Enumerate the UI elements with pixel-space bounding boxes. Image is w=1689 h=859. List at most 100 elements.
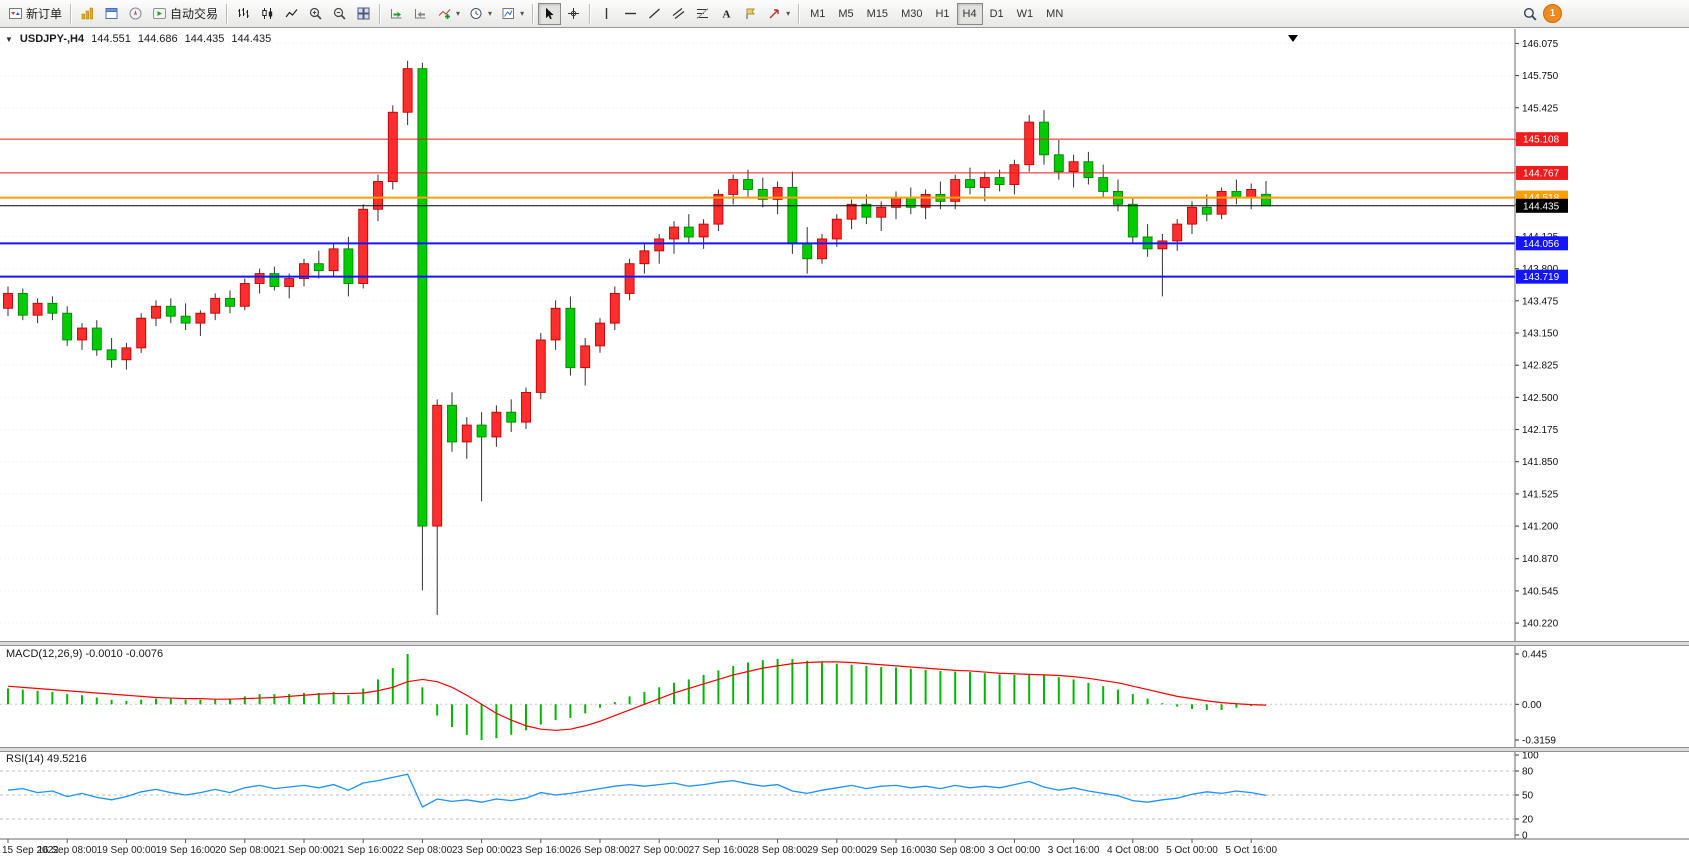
trendline-icon [649, 8, 661, 19]
svg-text:145.108: 145.108 [1523, 135, 1560, 146]
svg-text:16 Sep 08:00: 16 Sep 08:00 [37, 845, 97, 856]
timeframe-button-m5[interactable]: M5 [832, 3, 859, 25]
new-order-label: 新订单 [26, 7, 63, 21]
svg-text:27 Sep 00:00: 27 Sep 00:00 [629, 845, 689, 856]
chart-ohlc-label: ▼ USDJPY-,H4 144.551 144.686 144.435 144… [5, 33, 271, 45]
svg-text:144.056: 144.056 [1523, 239, 1560, 250]
timeframe-button-m15[interactable]: M15 [861, 3, 894, 25]
candlestick-chart-icon [262, 8, 273, 19]
vertical-line-button[interactable] [595, 3, 618, 25]
toolbar-separator [798, 3, 801, 24]
chart-shift-button[interactable] [409, 3, 432, 25]
timeframe-button-w1[interactable]: W1 [1011, 3, 1040, 25]
new-order-button[interactable]: 新订单 [4, 3, 66, 25]
tile-windows-icon [357, 7, 370, 20]
toolbar-separator [532, 3, 535, 24]
bar-chart-button[interactable] [232, 3, 255, 25]
svg-text:21 Sep 00:00: 21 Sep 00:00 [274, 845, 334, 856]
cursor-button[interactable] [538, 2, 562, 25]
arrow-tool-icon [769, 9, 779, 19]
svg-text:-0.3159: -0.3159 [1522, 736, 1556, 747]
svg-text:144.767: 144.767 [1523, 168, 1560, 179]
bar-chart-icon [238, 8, 250, 18]
fibonacci-button[interactable] [691, 3, 714, 25]
data-window-button[interactable] [100, 3, 123, 25]
svg-text:142.825: 142.825 [1522, 361, 1559, 372]
toolbar-separator [379, 3, 382, 24]
zoom-out-icon [333, 7, 346, 20]
arrows-button[interactable]: ▾ [763, 3, 794, 25]
svg-text:140.870: 140.870 [1522, 554, 1559, 565]
svg-text:23 Sep 00:00: 23 Sep 00:00 [452, 845, 512, 856]
template-icon [502, 8, 515, 19]
autotrading-button[interactable]: 自动交易 [148, 3, 222, 25]
toolbar-separator [226, 3, 229, 24]
clock-icon [470, 8, 482, 19]
svg-text:15 Sep 2022: 15 Sep 2022 [2, 845, 59, 856]
pane-separator-macd[interactable] [0, 641, 1689, 646]
svg-text:140.545: 140.545 [1522, 586, 1559, 597]
channel-button[interactable] [667, 3, 690, 25]
svg-text:146.075: 146.075 [1522, 39, 1559, 50]
trendline-button[interactable] [643, 3, 666, 25]
chart-symbol-period: USDJPY-,H4 [19, 33, 85, 45]
dropdown-caret: ▾ [520, 9, 525, 18]
zoom-out-button[interactable] [328, 3, 351, 25]
svg-text:20 Sep 08:00: 20 Sep 08:00 [215, 845, 275, 856]
svg-text:3 Oct 00:00: 3 Oct 00:00 [989, 845, 1041, 856]
line-chart-button[interactable] [280, 3, 303, 25]
crosshair-icon [568, 8, 580, 19]
navigator-button[interactable] [124, 3, 147, 25]
chart-canvas[interactable]: 146.075145.750145.425145.100144.775144.4… [0, 29, 1689, 859]
horizontal-line-button[interactable] [619, 3, 642, 25]
autoscroll-button[interactable] [385, 3, 408, 25]
svg-text:21 Sep 16:00: 21 Sep 16:00 [333, 845, 393, 856]
periods-button[interactable]: ▾ [465, 3, 496, 25]
svg-text:143.475: 143.475 [1522, 296, 1559, 307]
text-label-icon [746, 8, 756, 19]
notification-badge[interactable]: 1 [1543, 4, 1562, 23]
navigator-icon [129, 7, 142, 20]
timeframe-button-h4[interactable]: H4 [956, 2, 983, 25]
toolbar-separator [70, 3, 73, 24]
indicators-button[interactable]: ▾ [433, 3, 464, 25]
autotrading-play-icon [153, 8, 167, 19]
text-label-button[interactable] [739, 3, 762, 25]
search-icon [1523, 7, 1537, 21]
svg-text:143.150: 143.150 [1522, 329, 1559, 340]
zoom-in-button[interactable] [304, 3, 327, 25]
timeframe-button-m30[interactable]: M30 [895, 3, 928, 25]
svg-text:22 Sep 08:00: 22 Sep 08:00 [393, 845, 453, 856]
crosshair-button[interactable] [562, 3, 585, 25]
templates-button[interactable]: ▾ [497, 3, 528, 25]
market-watch-icon [81, 7, 93, 20]
market-watch-button[interactable] [76, 3, 99, 25]
chart-dropdown-arrow[interactable]: ▼ [5, 34, 13, 44]
tile-windows-button[interactable] [352, 3, 375, 25]
search-button[interactable] [1518, 3, 1542, 25]
autoscroll-icon [391, 9, 402, 19]
svg-text:0: 0 [1522, 831, 1528, 842]
main-toolbar: 新订单 自动交易 [0, 0, 1689, 28]
svg-text:5 Oct 00:00: 5 Oct 00:00 [1166, 845, 1218, 856]
svg-text:143.719: 143.719 [1523, 272, 1560, 283]
text-icon: A [723, 9, 731, 21]
svg-text:100: 100 [1522, 751, 1539, 762]
pane-separator-rsi[interactable] [0, 747, 1689, 752]
vertical-line-icon [605, 8, 608, 19]
candlestick-chart-button[interactable] [256, 3, 279, 25]
timeframe-button-m1[interactable]: M1 [804, 3, 831, 25]
svg-text:19 Sep 16:00: 19 Sep 16:00 [156, 845, 216, 856]
text-button[interactable]: A [715, 3, 738, 25]
timeframe-button-d1[interactable]: D1 [984, 3, 1010, 25]
data-window-icon [105, 8, 118, 19]
timeframe-button-h1[interactable]: H1 [929, 3, 955, 25]
svg-text:143.800: 143.800 [1522, 264, 1559, 275]
svg-text:144.518: 144.518 [1523, 193, 1560, 204]
fibonacci-icon [696, 8, 709, 19]
chart-window: 146.075145.750145.425145.100144.775144.4… [0, 29, 1689, 859]
timeframe-button-mn[interactable]: MN [1040, 3, 1069, 25]
cursor-icon [546, 7, 554, 20]
line-chart-icon [285, 9, 298, 18]
svg-text:29 Sep 00:00: 29 Sep 00:00 [807, 845, 867, 856]
